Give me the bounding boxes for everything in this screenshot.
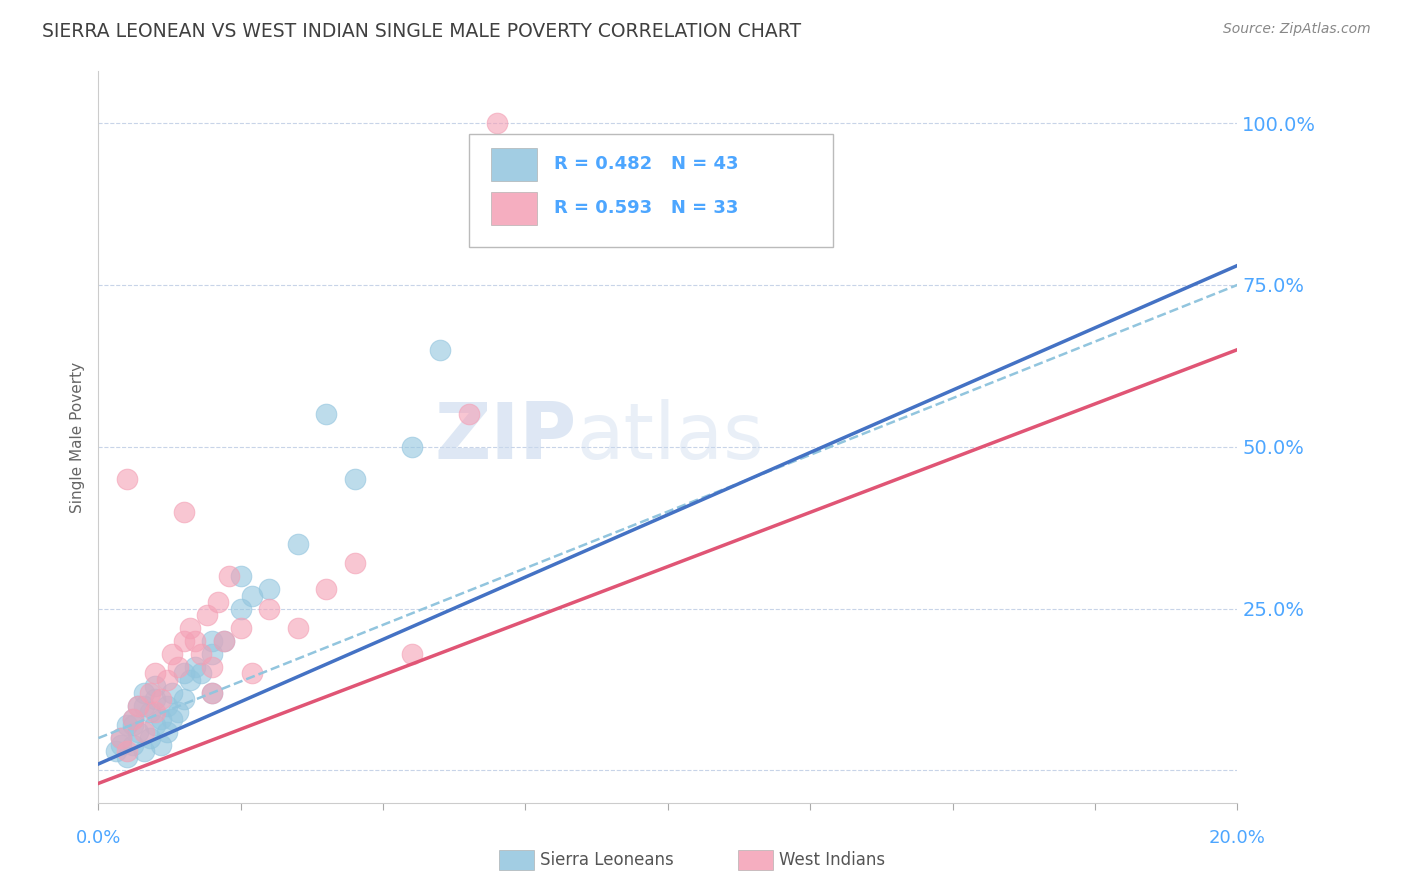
Point <box>173 634 195 648</box>
Point <box>429 343 451 357</box>
Point <box>287 621 309 635</box>
Point <box>315 582 337 597</box>
Point <box>127 698 149 713</box>
Point <box>162 712 184 726</box>
Point <box>156 673 179 687</box>
Point <box>190 647 212 661</box>
Point <box>121 718 143 732</box>
Point <box>145 705 167 719</box>
Point <box>150 738 173 752</box>
Point <box>179 621 201 635</box>
Point <box>401 647 423 661</box>
Point <box>150 692 173 706</box>
Point <box>229 601 252 615</box>
Point <box>195 608 218 623</box>
FancyBboxPatch shape <box>491 148 537 181</box>
Point <box>115 718 138 732</box>
Point <box>207 595 229 609</box>
Point <box>287 537 309 551</box>
Point <box>184 660 207 674</box>
Point <box>138 705 160 719</box>
Point <box>457 408 479 422</box>
Text: R = 0.482   N = 43: R = 0.482 N = 43 <box>554 155 738 173</box>
Point <box>179 673 201 687</box>
Point <box>401 440 423 454</box>
Point <box>110 731 132 745</box>
Text: atlas: atlas <box>576 399 765 475</box>
Point <box>121 712 143 726</box>
Point <box>156 724 179 739</box>
Point <box>115 744 138 758</box>
Point <box>201 686 224 700</box>
Point <box>121 712 143 726</box>
Point <box>201 647 224 661</box>
Point <box>167 660 190 674</box>
Point <box>173 692 195 706</box>
Point <box>132 724 155 739</box>
Point <box>156 698 179 713</box>
FancyBboxPatch shape <box>491 192 537 225</box>
Text: ZIP: ZIP <box>434 399 576 475</box>
Text: Source: ZipAtlas.com: Source: ZipAtlas.com <box>1223 22 1371 37</box>
Point <box>167 705 190 719</box>
Point <box>132 744 155 758</box>
Point <box>259 601 281 615</box>
Point <box>190 666 212 681</box>
Point <box>343 472 366 486</box>
Point <box>201 686 224 700</box>
Text: R = 0.593   N = 33: R = 0.593 N = 33 <box>554 199 738 217</box>
FancyBboxPatch shape <box>468 134 832 247</box>
Point <box>127 698 149 713</box>
Text: Sierra Leoneans: Sierra Leoneans <box>540 851 673 869</box>
Point <box>121 738 143 752</box>
Point <box>145 718 167 732</box>
Point <box>138 731 160 745</box>
Point <box>150 712 173 726</box>
Text: West Indians: West Indians <box>779 851 884 869</box>
Point <box>315 408 337 422</box>
Point <box>162 686 184 700</box>
Point <box>145 692 167 706</box>
Point <box>212 634 235 648</box>
Point <box>132 686 155 700</box>
Text: 0.0%: 0.0% <box>76 829 121 847</box>
Point <box>343 557 366 571</box>
Point <box>486 116 509 130</box>
Point <box>162 647 184 661</box>
Point <box>115 750 138 764</box>
Point <box>218 569 240 583</box>
Point <box>138 686 160 700</box>
Point <box>127 724 149 739</box>
Text: 20.0%: 20.0% <box>1209 829 1265 847</box>
Point <box>173 666 195 681</box>
Point <box>212 634 235 648</box>
Y-axis label: Single Male Poverty: Single Male Poverty <box>70 361 86 513</box>
Point <box>229 569 252 583</box>
Point <box>259 582 281 597</box>
Point <box>240 589 263 603</box>
Point <box>184 634 207 648</box>
Point <box>110 738 132 752</box>
Point <box>145 666 167 681</box>
Point <box>104 744 127 758</box>
Point <box>201 634 224 648</box>
Point <box>229 621 252 635</box>
Point <box>115 472 138 486</box>
Point <box>145 679 167 693</box>
Text: SIERRA LEONEAN VS WEST INDIAN SINGLE MALE POVERTY CORRELATION CHART: SIERRA LEONEAN VS WEST INDIAN SINGLE MAL… <box>42 22 801 41</box>
Point <box>110 731 132 745</box>
Point <box>240 666 263 681</box>
Point <box>173 504 195 518</box>
Point <box>132 698 155 713</box>
Point <box>201 660 224 674</box>
